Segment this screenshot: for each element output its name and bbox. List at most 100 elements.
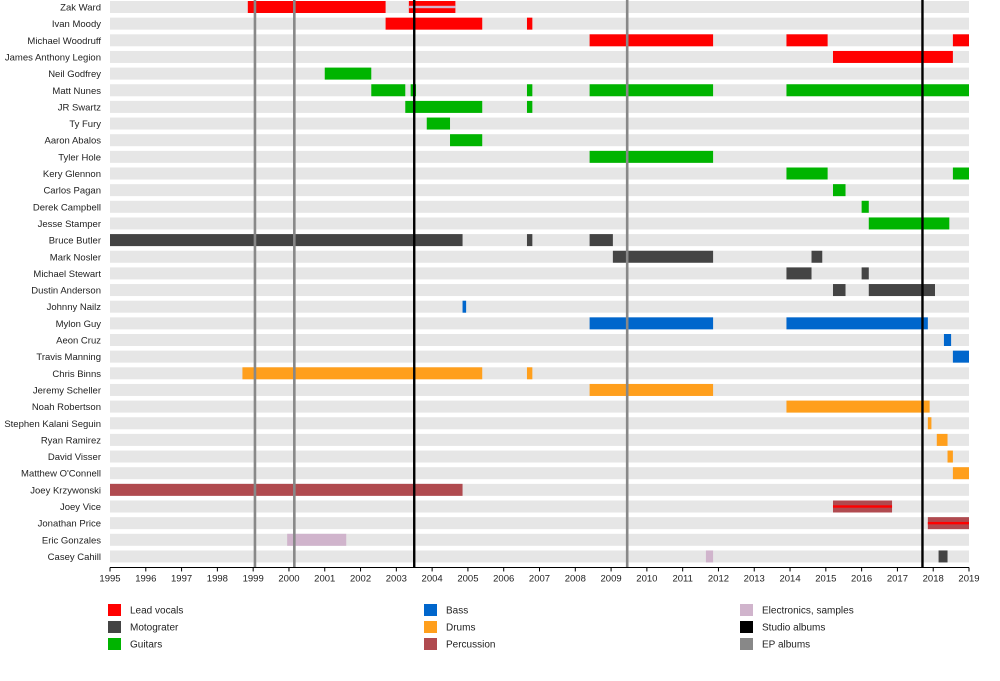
row-background-joey-vice bbox=[110, 500, 969, 513]
legend-swatch-ep-albums bbox=[740, 638, 753, 650]
row-background-aaron-abalos bbox=[110, 134, 969, 147]
row-background-james-anthony-legion bbox=[110, 50, 969, 63]
member-label-casey-cahill: Casey Cahill bbox=[48, 552, 101, 563]
member-label-aaron-abalos: Aaron Abalos bbox=[44, 136, 101, 147]
member-label-joey-vice: Joey Vice bbox=[60, 502, 101, 513]
legend-label-motograter: Motograter bbox=[130, 623, 179, 634]
row-background-david-visser bbox=[110, 450, 969, 463]
x-tick-label-2013: 2013 bbox=[744, 573, 765, 584]
bar-stripe-zak-ward-electronics-1 bbox=[408, 5, 456, 9]
legend-swatch-electronics-samples bbox=[740, 604, 753, 616]
bar-tyler-hole-guitars-0 bbox=[589, 150, 714, 163]
row-background-travis-manning bbox=[110, 350, 969, 363]
row-background-dustin-anderson bbox=[110, 284, 969, 297]
bar-dustin-anderson-motograter-1 bbox=[868, 284, 935, 297]
row-background-matt-nunes bbox=[110, 84, 969, 97]
member-label-bruce-butler: Bruce Butler bbox=[49, 236, 101, 247]
bar-chris-binns-drums-0 bbox=[242, 367, 483, 380]
member-label-jesse-stamper: Jesse Stamper bbox=[38, 219, 101, 230]
row-background-neil-godfrey bbox=[110, 67, 969, 80]
row-background-jeremy-scheller bbox=[110, 383, 969, 396]
bar-eric-gonzales-electronics-0 bbox=[287, 533, 347, 546]
bar-derek-campbell-guitars-0 bbox=[861, 200, 869, 213]
member-label-david-visser: David Visser bbox=[48, 452, 101, 463]
bar-stripe-joey-vice-lead_vocals-0 bbox=[832, 505, 893, 508]
row-background-casey-cahill bbox=[110, 550, 969, 563]
bar-carlos-pagan-guitars-0 bbox=[832, 184, 846, 197]
member-label-joey-krzywonski: Joey Krzywonski bbox=[30, 485, 101, 496]
x-tick-label-2002: 2002 bbox=[350, 573, 371, 584]
member-labels: Zak Ward Ivan Moody Michael Woodruff James … bbox=[4, 3, 101, 563]
bar-matt-nunes-guitars-2 bbox=[526, 84, 533, 97]
legend-label-lead-vocals: Lead vocals bbox=[130, 606, 183, 617]
x-axis: 1995 1996 1997 1998 1999 2000 2001 2002 2003 2004… bbox=[99, 566, 980, 584]
x-tick-label-2000: 2000 bbox=[278, 573, 299, 584]
member-label-noah-robertson: Noah Robertson bbox=[32, 402, 101, 413]
legend-label-ep-albums: EP albums bbox=[762, 640, 810, 651]
member-label-tyler-hole: Tyler Hole bbox=[58, 152, 101, 163]
legend-swatch-drums bbox=[424, 621, 437, 633]
legend-swatch-studio-albums bbox=[740, 621, 753, 633]
legend-label-percussion: Percussion bbox=[446, 640, 495, 651]
legend-label-drums: Drums bbox=[446, 623, 475, 634]
row-background-ivan-moody bbox=[110, 17, 969, 30]
bar-mark-nosler-motograter-0 bbox=[612, 250, 714, 263]
bar-ty-fury-guitars-0 bbox=[426, 117, 451, 130]
x-tick-label-2008: 2008 bbox=[565, 573, 586, 584]
bar-johnny-nailz-bass-0 bbox=[462, 300, 467, 313]
row-background-johnny-nailz bbox=[110, 300, 969, 313]
row-background-derek-campbell bbox=[110, 200, 969, 213]
bar-ivan-moody-lead_vocals-1 bbox=[526, 17, 533, 30]
x-tick-label-2005: 2005 bbox=[457, 573, 478, 584]
member-label-eric-gonzales: Eric Gonzales bbox=[42, 535, 101, 546]
bar-neil-godfrey-guitars-0 bbox=[324, 67, 372, 80]
member-label-johnny-nailz: Johnny Nailz bbox=[47, 302, 102, 313]
row-background-michael-stewart bbox=[110, 267, 969, 280]
row-background-jr-swartz bbox=[110, 100, 969, 113]
member-label-travis-manning: Travis Manning bbox=[36, 352, 101, 363]
x-tick-label-2016: 2016 bbox=[851, 573, 872, 584]
bar-noah-robertson-drums-0 bbox=[786, 400, 930, 413]
bar-ryan-ramirez-drums-0 bbox=[936, 433, 948, 446]
x-tick-label-2006: 2006 bbox=[493, 573, 514, 584]
bar-jesse-stamper-guitars-0 bbox=[868, 217, 950, 230]
bar-bruce-butler-motograter-0 bbox=[110, 234, 463, 247]
bar-travis-manning-bass-0 bbox=[952, 350, 969, 363]
row-background-eric-gonzales bbox=[110, 533, 969, 546]
bar-aeon-cruz-bass-0 bbox=[943, 334, 952, 346]
row-background-mark-nosler bbox=[110, 250, 969, 263]
x-tick-label-2004: 2004 bbox=[422, 573, 443, 584]
member-label-matthew-o-connell: Matthew O'Connell bbox=[21, 469, 101, 480]
x-tick-label-1998: 1998 bbox=[207, 573, 228, 584]
bar-jr-swartz-guitars-1 bbox=[526, 100, 533, 113]
x-tick-label-2012: 2012 bbox=[708, 573, 729, 584]
row-background-carlos-pagan bbox=[110, 184, 969, 197]
bar-michael-stewart-motograter-1 bbox=[861, 267, 869, 280]
row-background-mylon-guy bbox=[110, 317, 969, 330]
member-label-jr-swartz: JR Swartz bbox=[58, 102, 102, 113]
bar-matt-nunes-guitars-4 bbox=[786, 84, 969, 97]
member-label-michael-woodruff: Michael Woodruff bbox=[27, 36, 101, 47]
row-background-zak-ward bbox=[110, 1, 969, 13]
bar-michael-woodruff-lead_vocals-2 bbox=[952, 34, 969, 47]
member-label-jonathan-price: Jonathan Price bbox=[38, 519, 101, 530]
member-label-stephen-kalani-seguin: Stephen Kalani Seguin bbox=[4, 419, 101, 430]
bar-stripe-jonathan-price-lead_vocals-0 bbox=[927, 521, 969, 525]
bar-joey-krzywonski-percussion-0 bbox=[110, 483, 463, 496]
row-background-ty-fury bbox=[110, 117, 969, 130]
bar-aaron-abalos-guitars-0 bbox=[450, 134, 483, 147]
bar-kery-glennon-guitars-1 bbox=[952, 167, 969, 180]
member-label-mylon-guy: Mylon Guy bbox=[56, 319, 102, 330]
x-tick-label-1996: 1996 bbox=[135, 573, 156, 584]
member-label-neil-godfrey: Neil Godfrey bbox=[48, 69, 101, 80]
bar-mylon-guy-bass-0 bbox=[589, 317, 714, 330]
bar-mark-nosler-motograter-1 bbox=[811, 250, 823, 263]
x-tick-label-2001: 2001 bbox=[314, 573, 335, 584]
bar-mylon-guy-bass-1 bbox=[786, 317, 928, 330]
bar-ivan-moody-lead_vocals-0 bbox=[385, 17, 483, 30]
member-label-zak-ward: Zak Ward bbox=[60, 3, 101, 14]
x-tick-label-2017: 2017 bbox=[887, 573, 908, 584]
member-label-matt-nunes: Matt Nunes bbox=[52, 86, 101, 97]
bar-chris-binns-drums-1 bbox=[526, 367, 533, 380]
